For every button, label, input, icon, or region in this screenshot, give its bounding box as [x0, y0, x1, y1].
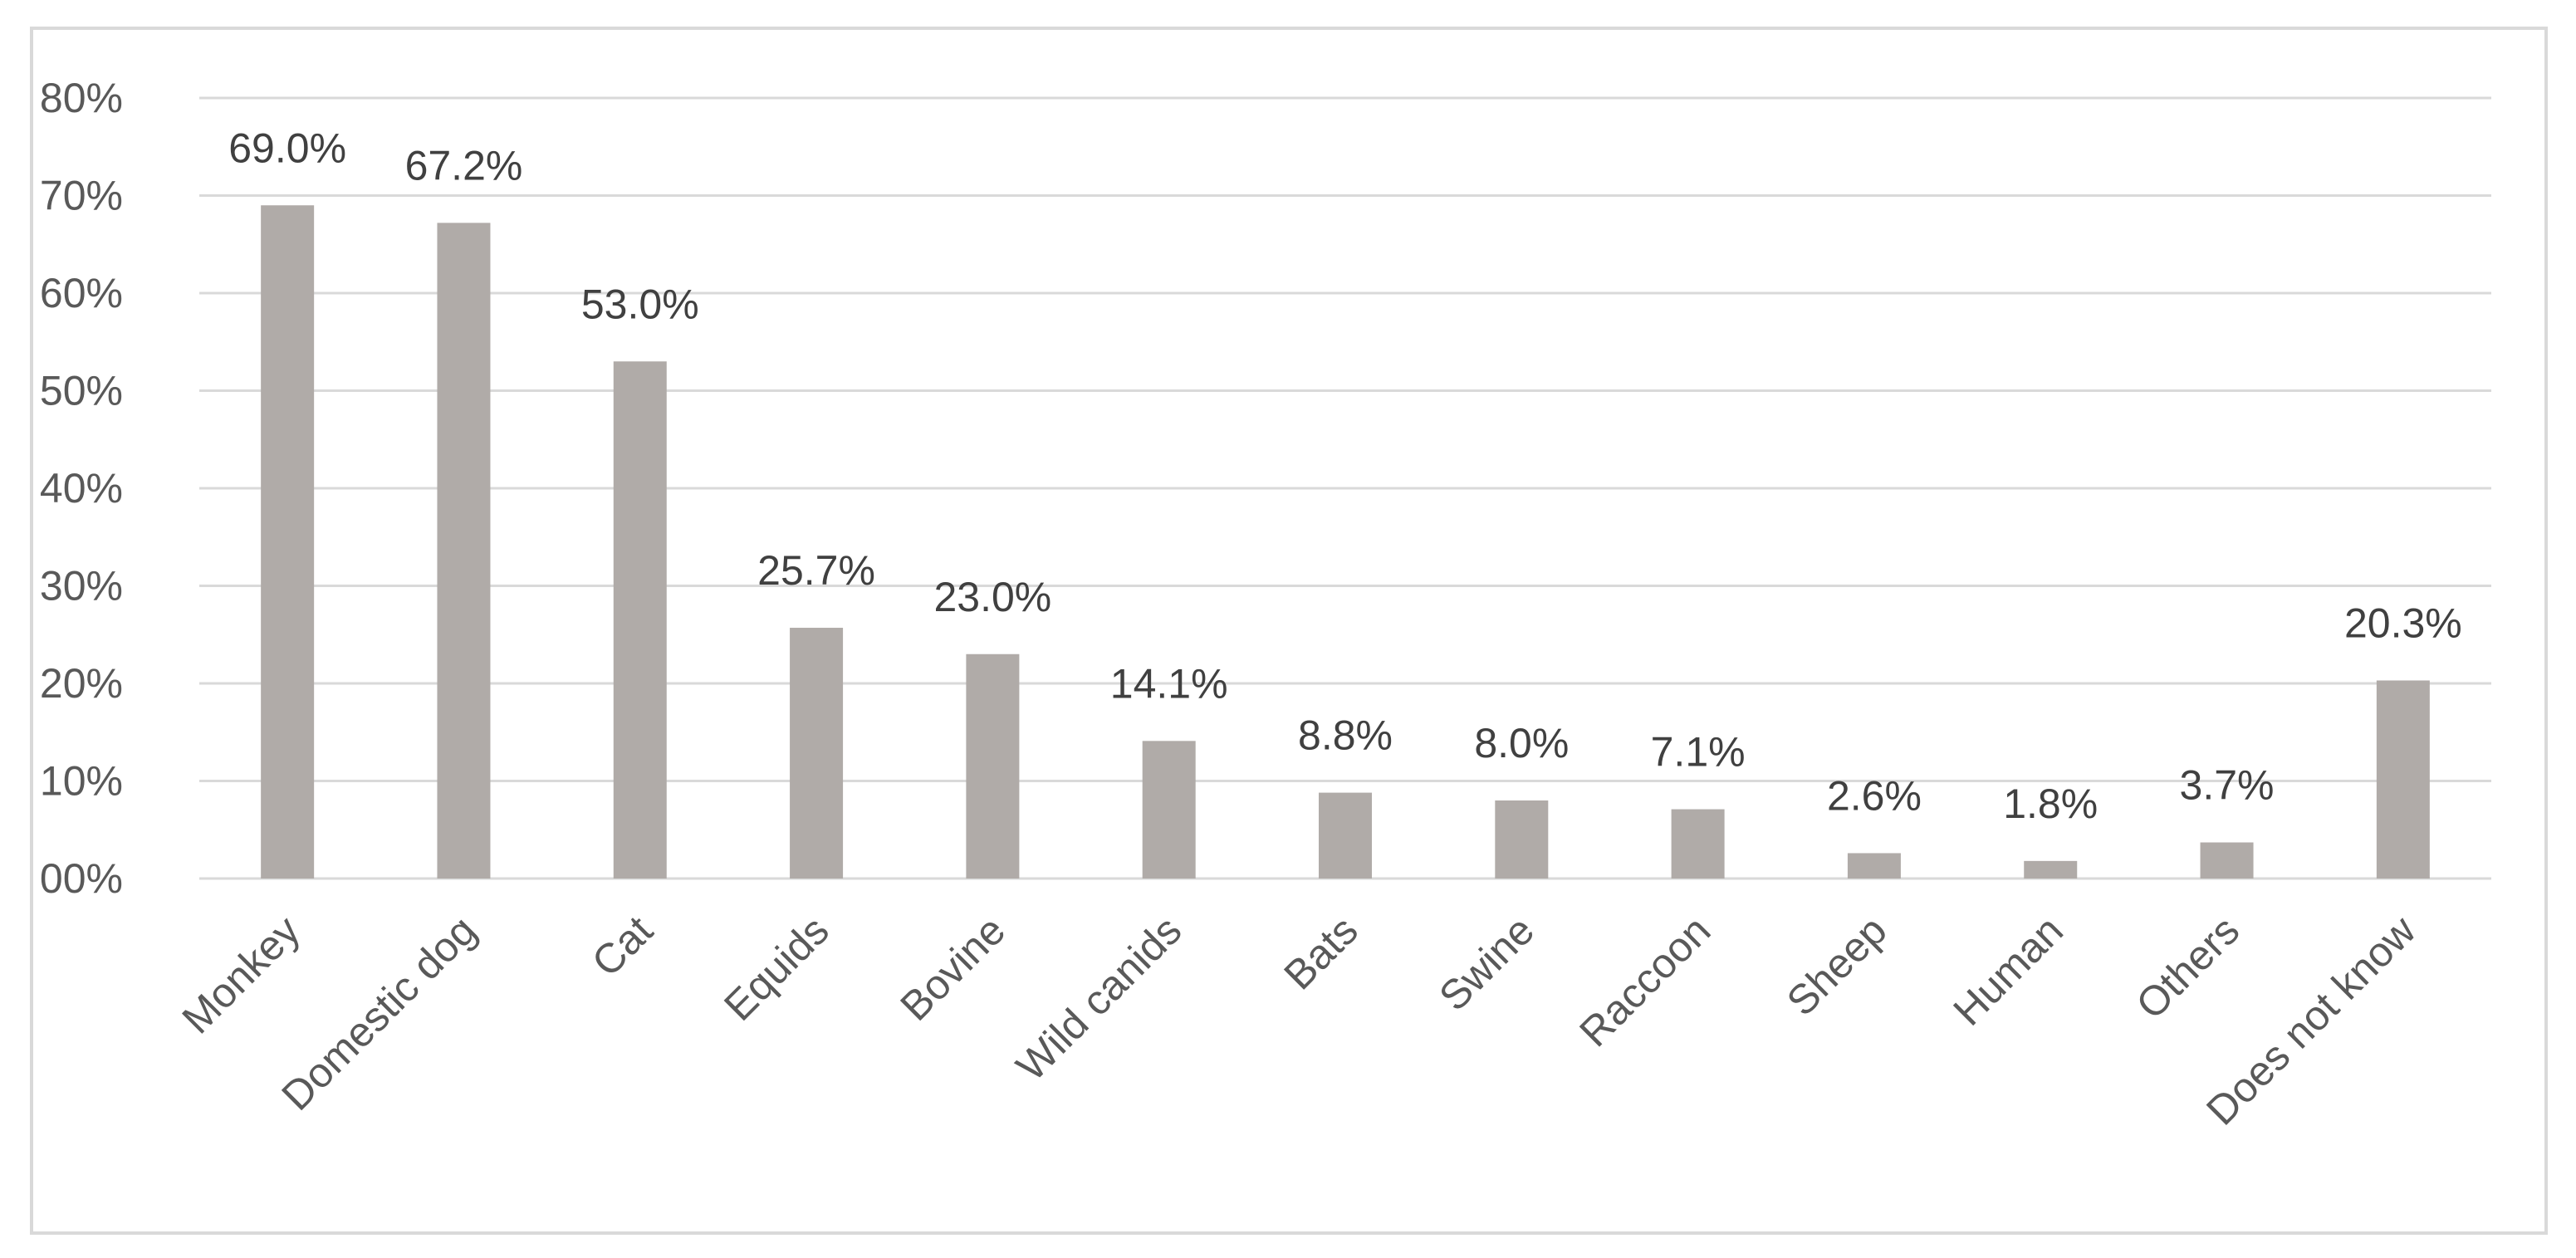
- y-tick-label: 50%: [40, 368, 123, 414]
- y-tick-label: 20%: [40, 660, 123, 707]
- data-label: 8.0%: [1474, 720, 1569, 766]
- bar-swine: [1495, 800, 1549, 879]
- category-label: Monkey: [174, 907, 309, 1042]
- y-tick-label: 10%: [40, 758, 123, 805]
- bar-bovine: [966, 653, 1020, 879]
- data-label: 20.3%: [2344, 600, 2462, 646]
- data-label: 69.0%: [228, 125, 346, 171]
- category-label: Sheep: [1778, 907, 1896, 1025]
- data-label: 53.0%: [581, 281, 699, 327]
- category-label: Cat: [583, 907, 662, 986]
- y-tick-label: 60%: [40, 270, 123, 316]
- data-labels: 69.0% 67.2% 53.0% 25.7% 23.0% 14.1% 8.8% 8.0% 7.…: [228, 125, 2461, 827]
- category-label: Bovine: [891, 907, 1014, 1030]
- bar-others: [2200, 842, 2254, 879]
- data-label: 23.0%: [933, 574, 1051, 620]
- y-tick-label: 80%: [40, 75, 123, 121]
- y-tick-label: 00%: [40, 855, 123, 902]
- bar-equids: [790, 628, 844, 879]
- data-label: 2.6%: [1827, 772, 1922, 819]
- chart-frame: 00% 10% 20% 30% 40% 50% 60% 70% 80% 69.0% 67.2% 53…: [30, 27, 2548, 1235]
- data-label: 7.1%: [1651, 729, 1746, 776]
- bar-chart: 00% 10% 20% 30% 40% 50% 60% 70% 80% 69.0% 67.2% 53…: [40, 75, 2491, 1134]
- data-label: 14.1%: [1110, 660, 1228, 707]
- category-label: Human: [1944, 907, 2072, 1035]
- category-label: Others: [2128, 907, 2249, 1028]
- bar-monkey: [261, 205, 315, 879]
- bar-does-not-know: [2376, 680, 2430, 879]
- category-label: Swine: [1430, 907, 1543, 1020]
- bar-raccoon: [1671, 809, 1725, 879]
- y-tick-label: 30%: [40, 563, 123, 609]
- category-label: Bats: [1275, 907, 1366, 998]
- bar-domestic-dog: [437, 223, 491, 879]
- bar-cat: [613, 361, 667, 879]
- bar-bats: [1319, 792, 1372, 879]
- bar-sheep: [1847, 853, 1901, 879]
- category-label: Equids: [715, 907, 838, 1030]
- data-label: 1.8%: [2003, 781, 2098, 827]
- y-axis-tick-labels: 00% 10% 20% 30% 40% 50% 60% 70% 80%: [40, 75, 123, 902]
- data-label: 67.2%: [405, 142, 523, 188]
- bars: [261, 205, 2430, 879]
- category-label: Wild canids: [1007, 907, 1190, 1089]
- y-tick-label: 40%: [40, 465, 123, 512]
- data-label: 25.7%: [757, 547, 875, 594]
- data-label: 8.8%: [1298, 712, 1393, 759]
- category-label: Raccoon: [1570, 907, 1719, 1055]
- y-tick-label: 70%: [40, 173, 123, 219]
- bar-wild-canids: [1142, 741, 1196, 879]
- gridlines: [199, 96, 2491, 880]
- bar-human: [2024, 860, 2078, 879]
- data-label: 3.7%: [2180, 762, 2275, 809]
